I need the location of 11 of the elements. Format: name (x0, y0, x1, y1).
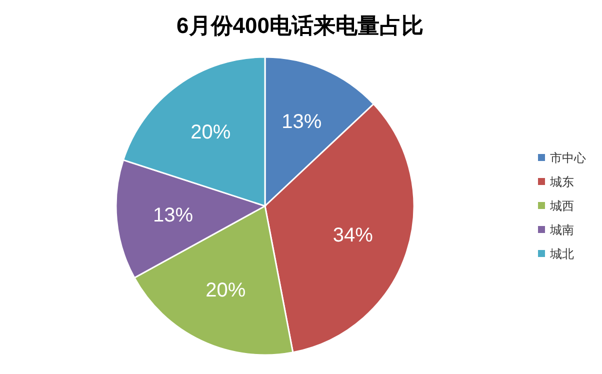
chart-title: 6月份400电话来电量占比 (176, 13, 424, 38)
legend-label: 城南 (549, 223, 574, 237)
data-label: 20% (206, 280, 246, 302)
data-label: 13% (282, 111, 322, 134)
data-label: 20% (190, 121, 231, 144)
legend-label: 城东 (549, 175, 574, 189)
data-label: 13% (153, 204, 194, 227)
legend-label: 市中心 (550, 151, 586, 165)
legend-label: 城北 (549, 247, 574, 261)
data-label: 34% (332, 224, 374, 247)
legend-label: 城西 (549, 199, 574, 213)
